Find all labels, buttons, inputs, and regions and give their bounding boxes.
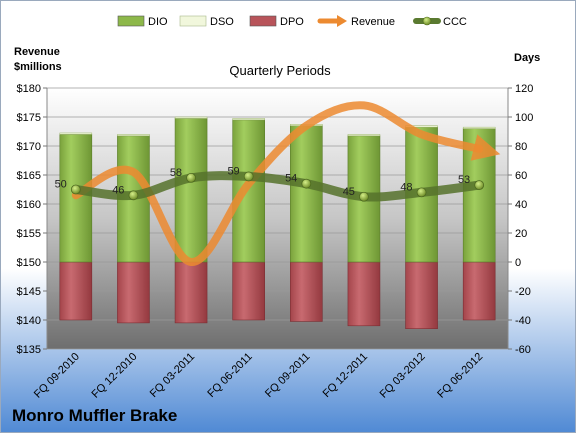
right-tick-label: 120 [515,83,533,95]
legend-label-ccc: CCC [443,16,467,28]
left-axis: $135 $140 $145 $150 $155 $160 $165 $170 $175 $180 [17,83,48,356]
ccc-data-label: 48 [400,181,412,193]
right-tick-label: 0 [515,257,521,269]
ccc-point [243,171,254,182]
dio-bar [290,125,323,263]
ccc-point [416,187,427,198]
legend-swatch-dpo [249,15,277,27]
dso-bar [174,116,208,119]
ccc-point [301,178,312,189]
dso-bar [462,126,496,129]
dpo-bar [232,261,265,321]
ccc-data-label: 46 [112,184,124,196]
ccc-point [128,190,139,201]
dpo-bar [405,261,438,329]
left-tick-label: $140 [17,315,41,327]
ccc-point [186,172,196,183]
dpo-bar [347,261,381,327]
left-tick-label: $145 [17,286,41,298]
ccc-data-label: 53 [458,174,470,186]
ccc-data-label: 50 [55,179,67,191]
ccc-point [359,191,369,202]
dpo-bar [290,261,323,322]
dso-bar [347,134,381,137]
ccc-point [70,184,81,195]
line-layer: 50 46 58 59 54 45 48 53 [55,101,501,266]
legend-dot-ccc [422,16,432,26]
company-name: Monro Muffler Brake [12,406,177,425]
right-tick-label: -20 [515,286,531,298]
chart-subtitle: Quarterly Periods [229,63,331,78]
right-tick-label: -60 [515,344,531,356]
dpo-bar [462,261,496,321]
dso-bar [117,134,150,137]
plot-area [47,88,508,349]
legend-label-revenue: Revenue [351,16,395,28]
dpo-bar [117,261,150,324]
dpo-bar [59,261,93,321]
left-tick-label: $150 [17,257,41,269]
right-tick-label: 40 [515,199,527,211]
right-tick-label: 60 [515,170,527,182]
left-tick-label: $170 [17,141,41,153]
dso-bar [232,118,265,121]
left-tick-label: $180 [17,83,41,95]
ccc-data-label: 54 [285,173,297,185]
dio-bar [174,118,208,263]
right-axis: -60 -40 -20 0 20 40 60 80 100 120 [507,83,533,356]
ccc-data-label: 45 [343,186,355,198]
right-tick-label: 80 [515,141,527,153]
left-tick-label: $135 [17,344,41,356]
right-tick-label: -40 [515,315,531,327]
revenue-line [71,101,501,266]
dio-bar [232,119,265,263]
left-tick-label: $155 [17,228,41,240]
left-tick-label: $165 [17,170,41,182]
right-tick-label: 100 [515,112,533,124]
ccc-data-label: 59 [227,165,239,177]
legend-swatch-dio [117,15,145,27]
dpo-bar [174,261,208,324]
right-tick-label: 20 [515,228,527,240]
bar-layer [59,116,496,329]
ccc-point [474,180,485,191]
legend-swatch-dso [179,15,207,27]
left-tick-label: $160 [17,199,41,211]
legend-label-dso: DSO [210,16,234,28]
legend-arrow-revenue [337,15,347,27]
legend-label-dio: DIO [148,16,168,28]
ccc-data-label: 58 [170,167,182,179]
left-tick-label: $175 [17,112,41,124]
legend-label-dpo: DPO [280,16,304,28]
legend: DIO DSO DPO Revenue CCC [117,15,467,28]
left-axis-title-line2: $millions [14,61,62,73]
dso-bar [59,132,93,135]
right-axis-title: Days [514,52,540,64]
left-axis-title-line1: Revenue [14,46,60,58]
